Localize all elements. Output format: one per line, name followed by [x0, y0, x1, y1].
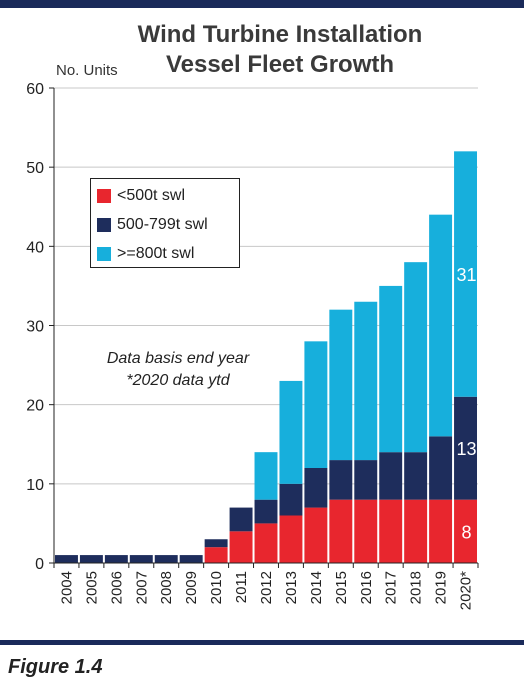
bar-segment — [104, 555, 128, 563]
legend-swatch — [97, 217, 111, 232]
bar-segment — [354, 460, 378, 500]
bar-segment — [179, 555, 203, 563]
bar-segment — [279, 515, 303, 563]
legend-label: >=800t swl — [117, 244, 195, 262]
x-tick-label: 2018 — [408, 571, 425, 604]
bar-segment — [379, 452, 403, 500]
legend-label: <500t swl — [117, 186, 186, 204]
bar-segment — [304, 507, 328, 563]
bar-segment — [154, 555, 178, 563]
chart-title: Wind Turbine Installation Vessel Fleet G… — [137, 21, 423, 78]
y-tick-label: 40 — [26, 239, 44, 256]
bar-segment — [354, 499, 378, 563]
annotation-line: *2020 data ytd — [126, 372, 230, 389]
y-tick-label: 20 — [26, 398, 44, 415]
bottom-rule — [0, 640, 524, 645]
data-label: 31 — [457, 265, 477, 285]
x-tick-label: 2007 — [133, 571, 150, 604]
bar-segment — [429, 499, 453, 563]
top-rule-segment — [262, 0, 524, 8]
bar-segment — [229, 507, 253, 532]
x-tick-label: 2004 — [58, 571, 75, 604]
x-tick-label: 2016 — [358, 571, 375, 604]
bar-segment — [304, 468, 328, 508]
bar-segment — [379, 499, 403, 563]
chart-annotation: Data basis end year *2020 data ytd — [88, 348, 268, 392]
bar-segment — [329, 309, 353, 461]
bar-segment — [254, 452, 278, 500]
bar-segment — [329, 460, 353, 500]
legend-swatch — [97, 188, 111, 203]
bar-segment — [54, 555, 78, 563]
bar-segment — [79, 555, 103, 563]
bar-segment — [329, 499, 353, 563]
bar-segment — [129, 555, 153, 563]
x-tick-label: 2013 — [283, 571, 300, 604]
x-tick-label: 2017 — [383, 571, 400, 604]
annotation-line: Data basis end year — [106, 350, 250, 367]
bar-segment — [429, 436, 453, 500]
bar-segment — [454, 396, 478, 500]
bar-segment — [454, 499, 478, 563]
legend-label: 500-799t swl — [117, 215, 208, 233]
bar-segment — [404, 452, 428, 500]
top-rule — [0, 0, 524, 8]
bar-segment — [254, 499, 278, 524]
bar-segment — [204, 539, 228, 548]
figure-label: Figure 1.4 — [8, 656, 103, 678]
x-tick-label: 2012 — [258, 571, 275, 604]
legend-item: >=800t swl — [97, 239, 239, 268]
x-tick-label: 2006 — [108, 571, 125, 604]
x-tick-label: 2010 — [208, 571, 225, 604]
y-tick-label: 30 — [26, 319, 44, 336]
chart-legend: <500t swl 500-799t swl >=800t swl — [90, 178, 240, 268]
bar-segment — [279, 483, 303, 516]
x-tick-label: 2014 — [308, 571, 325, 604]
x-tick-label: 2009 — [183, 571, 200, 604]
bar-segment — [279, 380, 303, 484]
bar-segment — [354, 301, 378, 461]
y-tick-label: 50 — [26, 160, 44, 177]
y-tick-label: 60 — [26, 81, 44, 98]
bar-segment — [379, 285, 403, 453]
bar-segment — [429, 214, 453, 437]
y-axis-label: No. Units — [56, 62, 118, 79]
bar-segment — [204, 547, 228, 563]
x-tick-label: 2015 — [333, 571, 350, 604]
legend-swatch — [97, 246, 111, 261]
data-label: 8 — [462, 522, 472, 542]
bar-segment — [229, 531, 253, 563]
bar-segment — [404, 262, 428, 453]
bar-segment — [304, 341, 328, 468]
y-tick-label: 0 — [35, 556, 44, 573]
bar-segment — [454, 151, 478, 397]
data-label: 13 — [457, 439, 477, 459]
legend-item: 500-799t swl — [97, 210, 239, 239]
chart-plot: 0 10 20 30 40 50 60 2004 2005 2006 2007 2008 2009 201… — [26, 81, 479, 610]
x-tick-label: 2008 — [158, 571, 175, 604]
x-tick-label: 2020* — [458, 571, 475, 610]
legend-item: <500t swl — [97, 181, 239, 210]
x-tick-label: 2005 — [83, 571, 100, 604]
y-tick-label: 10 — [26, 477, 44, 494]
x-tick-label: 2019 — [433, 571, 450, 604]
top-rule-segment — [0, 0, 262, 8]
bar-segment — [254, 523, 278, 563]
bar-segment — [404, 499, 428, 563]
x-tick-label: 2011 — [233, 571, 250, 603]
